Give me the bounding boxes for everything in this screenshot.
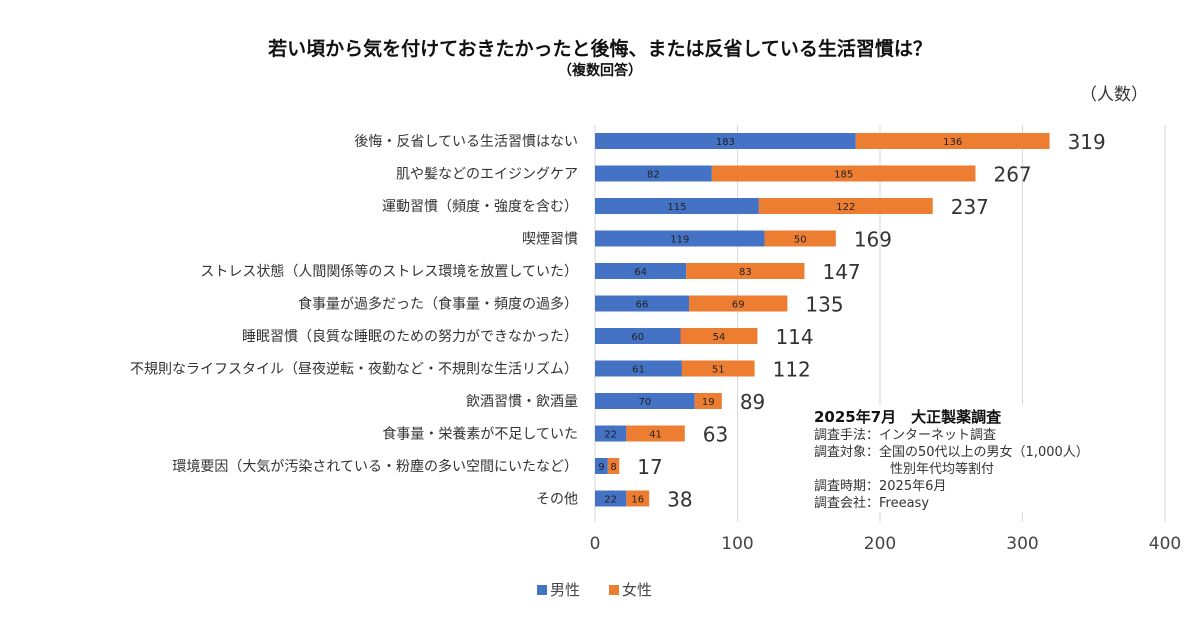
note-heading: 2025年7月 大正製薬調査 <box>814 408 1002 426</box>
x-tick-label: 200 <box>864 534 896 554</box>
bar-segment <box>595 165 712 182</box>
data-label: 16 <box>631 495 644 506</box>
note-line: 調査時期：2025年6月 <box>814 479 947 494</box>
bar-segment <box>595 328 681 344</box>
data-label: 66 <box>636 300 649 311</box>
bar-segment <box>764 230 836 247</box>
data-label: 22 <box>604 430 617 441</box>
data-label: 83 <box>739 267 752 278</box>
data-label: 41 <box>649 430 662 441</box>
bar-segment <box>595 198 759 214</box>
category-label: 睡眠習慣（良質な睡眠のための努力ができなかった） <box>242 328 578 345</box>
bar-segment <box>680 328 758 344</box>
data-label: 8 <box>610 462 616 473</box>
total-label: 135 <box>805 293 843 317</box>
survey-note: 2025年7月 大正製薬調査 調査手法：インターネット調査 調査対象：全国の50… <box>812 405 1095 512</box>
bar-segment <box>626 490 650 507</box>
legend-label: 女性 <box>622 581 652 599</box>
bar-segment <box>686 263 805 279</box>
data-label: 50 <box>794 235 807 246</box>
bar-segment <box>595 133 856 149</box>
category-label: 不規則なライフスタイル（昼夜逆転・夜勤など・不規則な生活リズム） <box>130 362 578 378</box>
total-label: 89 <box>740 390 765 414</box>
bar-segment <box>607 458 620 474</box>
data-label: 22 <box>604 495 617 506</box>
x-tick-label: 300 <box>1006 534 1038 554</box>
note-line: 調査会社：Freeasy <box>814 496 930 511</box>
category-label: その他 <box>536 492 578 508</box>
chart-subtitle: （複数回答） <box>558 63 642 79</box>
x-tick-label: 100 <box>721 534 753 554</box>
category-label: 食事量・栄養素が不足していた <box>382 426 578 443</box>
category-label: 後悔・反省している生活習慣はない <box>354 133 578 150</box>
bar-segment <box>595 295 690 312</box>
unit-label: （人数） <box>1080 85 1148 105</box>
note-line: 性別年代均等割付 <box>890 462 995 477</box>
bar-segment <box>595 263 687 279</box>
data-label: 64 <box>634 267 647 278</box>
total-label: 169 <box>854 228 892 252</box>
total-label: 267 <box>993 163 1031 187</box>
category-label: ストレス状態（人間関係等のストレス環境を放置していた） <box>200 263 578 280</box>
total-label: 114 <box>775 325 813 349</box>
legend-swatch <box>537 585 547 595</box>
x-tick-label: 400 <box>1149 534 1181 554</box>
bar-segment <box>681 360 755 377</box>
data-label: 122 <box>836 202 855 213</box>
data-label: 19 <box>702 397 715 408</box>
data-label: 9 <box>598 462 604 473</box>
bar-segment <box>595 458 608 474</box>
data-label: 136 <box>943 137 962 148</box>
category-label: 喫煙習慣 <box>522 231 578 248</box>
category-label: 飲酒習慣・飲酒量 <box>466 393 578 410</box>
data-label: 60 <box>631 332 644 343</box>
data-label: 183 <box>716 137 735 148</box>
bar-segment <box>595 425 627 442</box>
data-label: 69 <box>732 300 745 311</box>
data-label: 119 <box>670 235 689 246</box>
category-label: 肌や髪などのエイジングケア <box>396 167 578 183</box>
data-label: 54 <box>713 332 726 343</box>
bar-segment <box>595 490 627 507</box>
total-label: 147 <box>822 260 860 284</box>
category-label: 食事量が過多だった（食事量・頻度の過多） <box>298 296 578 313</box>
note-line: 調査対象：全国の50代以上の男女（1,000人） <box>814 445 1089 460</box>
chart-title: 若い頃から気を付けておきたかったと後悔、または反省している生活習慣は？ <box>268 38 932 60</box>
total-label: 112 <box>773 358 811 382</box>
bar-segment <box>758 198 933 214</box>
bar-segment <box>711 165 976 182</box>
legend-label: 男性 <box>550 581 580 599</box>
total-label: 63 <box>703 423 728 447</box>
data-label: 51 <box>712 365 725 376</box>
total-label: 319 <box>1068 130 1106 154</box>
total-label: 38 <box>667 488 692 512</box>
bar-segment <box>626 425 685 442</box>
total-label: 17 <box>637 455 662 479</box>
data-label: 115 <box>667 202 686 213</box>
data-label: 82 <box>647 170 660 181</box>
bar-segment <box>595 393 695 409</box>
bar-segment <box>855 133 1050 149</box>
note-line: 調査手法：インターネット調査 <box>814 428 997 443</box>
data-label: 61 <box>632 365 645 376</box>
category-label: 環境要因（大気が汚染されている・粉塵の多い空間にいたなど） <box>172 458 578 475</box>
bar-segment <box>694 393 722 409</box>
category-label: 運動習慣（頻度・強度を含む） <box>382 198 578 215</box>
legend-swatch <box>609 585 619 595</box>
total-label: 237 <box>951 195 989 219</box>
x-tick-label: 0 <box>590 534 601 554</box>
data-label: 185 <box>834 170 853 181</box>
bar-segment <box>595 230 765 247</box>
bar-segment <box>689 295 788 312</box>
bar-segment <box>595 360 682 377</box>
data-label: 70 <box>639 397 652 408</box>
